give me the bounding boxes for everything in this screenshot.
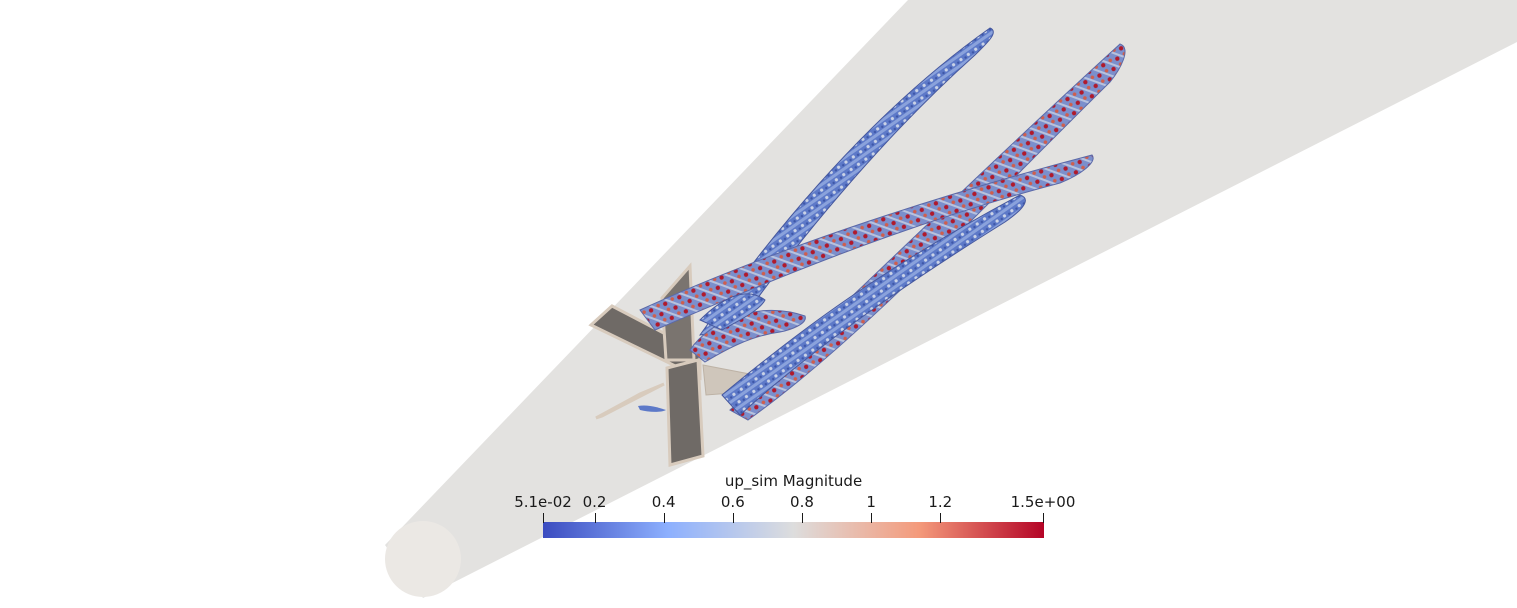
colorbar-tick-label: 1.5e+00	[1010, 493, 1076, 511]
colorbar-title: up_sim Magnitude	[724, 472, 863, 490]
domain-inlet-cap	[385, 521, 461, 597]
colorbar-tick-label: 0.4	[651, 493, 676, 511]
colorbar-tick-mark	[732, 513, 734, 523]
colorbar-tick-mark	[940, 513, 942, 523]
colorbar-tick-mark	[594, 513, 596, 523]
colorbar-tick-mark	[543, 513, 544, 523]
colorbar-tick-mark	[1043, 513, 1044, 523]
colorbar-tick-label: 0.6	[720, 493, 745, 511]
colorbar-tick-mark	[871, 513, 873, 523]
colorbar-tick-mark	[663, 513, 665, 523]
colorbar-tick-mark	[801, 513, 803, 523]
colorbar	[543, 522, 1044, 538]
colorbar-tick-label: 1.2	[928, 493, 953, 511]
colorbar-tick-label: 1	[866, 493, 876, 511]
colorbar-tick-label: 0.2	[582, 493, 607, 511]
colorbar-tick-label: 0.8	[790, 493, 814, 511]
colorbar-tick-label: 5.1e-02	[514, 493, 572, 511]
vortex-structures	[638, 27, 1126, 421]
